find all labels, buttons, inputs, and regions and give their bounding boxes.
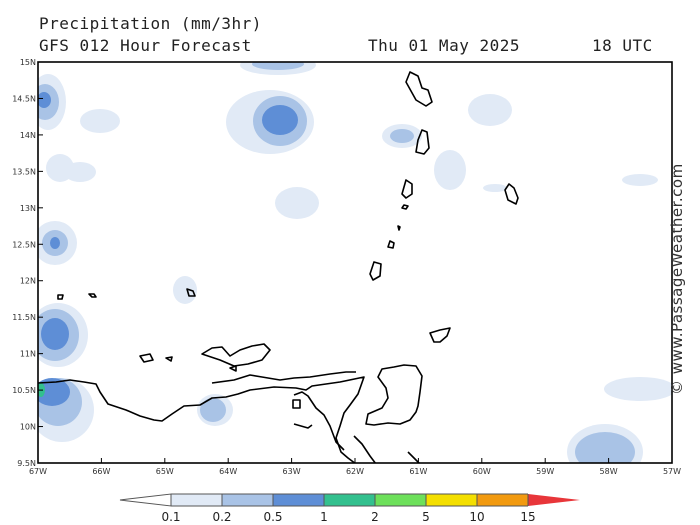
site-credit: © www.PassageWeather.com xyxy=(668,163,686,395)
lat-tick-label: 15N xyxy=(20,58,36,67)
lat-tick-label: 10N xyxy=(20,423,36,432)
forecast-date: Thu 01 May 2025 xyxy=(368,36,520,55)
lat-tick-label: 13N xyxy=(20,204,36,213)
lon-tick-label: 63W xyxy=(283,467,301,476)
lat-tick-label: 11N xyxy=(20,350,36,359)
legend-swatch-5 xyxy=(375,494,426,506)
lat-tick-label: 9.5N xyxy=(17,459,36,468)
legend-swatch-2 xyxy=(222,494,273,506)
lon-tick-label: 66W xyxy=(92,467,110,476)
lon-tick-label: 60W xyxy=(473,467,491,476)
lon-tick-label: 58W xyxy=(600,467,618,476)
legend-swatch-6 xyxy=(426,494,477,506)
lat-tick-label: 12N xyxy=(20,277,36,286)
legend-swatch-0 xyxy=(119,493,172,507)
longitude-axis: 67W 66W 65W 64W 63W 62W 61W 60W 59W 58W 57W xyxy=(29,458,681,476)
legend-label-0.2: 0.2 xyxy=(212,510,231,524)
lat-tick-label: 14.5N xyxy=(12,94,36,103)
legend-label-1: 1 xyxy=(320,510,328,524)
lat-tick-label: 14N xyxy=(20,131,36,140)
precipitation-field xyxy=(38,62,672,463)
latitude-axis: 15N 14.5N 14N 13.5N 13N 12.5N 12N 11.5N 11N 10.5N… xyxy=(12,58,43,468)
lat-tick-label: 12.5N xyxy=(12,240,36,249)
lon-tick-label: 67W xyxy=(29,467,47,476)
legend-swatch-7 xyxy=(477,494,528,506)
lon-tick-label: 57W xyxy=(663,467,681,476)
coastlines xyxy=(38,71,519,463)
lon-tick-label: 59W xyxy=(536,467,554,476)
forecast-subtitle: GFS 012 Hour Forecast xyxy=(39,36,252,55)
legend-swatch-1 xyxy=(171,494,222,506)
lat-tick-label: 10.5N xyxy=(12,386,36,395)
legend-swatch-8 xyxy=(528,494,580,506)
forecast-time: 18 UTC xyxy=(592,36,653,55)
legend-swatch-3 xyxy=(273,494,324,506)
legend-label-5: 5 xyxy=(422,510,430,524)
lon-tick-label: 64W xyxy=(219,467,237,476)
legend-label-15: 15 xyxy=(520,510,535,524)
legend-label-0.1: 0.1 xyxy=(161,510,180,524)
lon-tick-label: 62W xyxy=(346,467,364,476)
legend-label-2: 2 xyxy=(371,510,379,524)
lon-tick-label: 65W xyxy=(156,467,174,476)
color-legend: 0.1 0.2 0.5 1 2 5 10 15 xyxy=(119,493,580,524)
map-frame xyxy=(37,61,673,464)
legend-label-10: 10 xyxy=(469,510,484,524)
map-title: Precipitation (mm/3hr) xyxy=(39,14,262,33)
legend-label-0.5: 0.5 xyxy=(263,510,282,524)
lon-tick-label: 61W xyxy=(409,467,427,476)
legend-swatch-4 xyxy=(324,494,375,506)
lat-tick-label: 11.5N xyxy=(12,313,36,322)
lat-tick-label: 13.5N xyxy=(12,167,36,176)
